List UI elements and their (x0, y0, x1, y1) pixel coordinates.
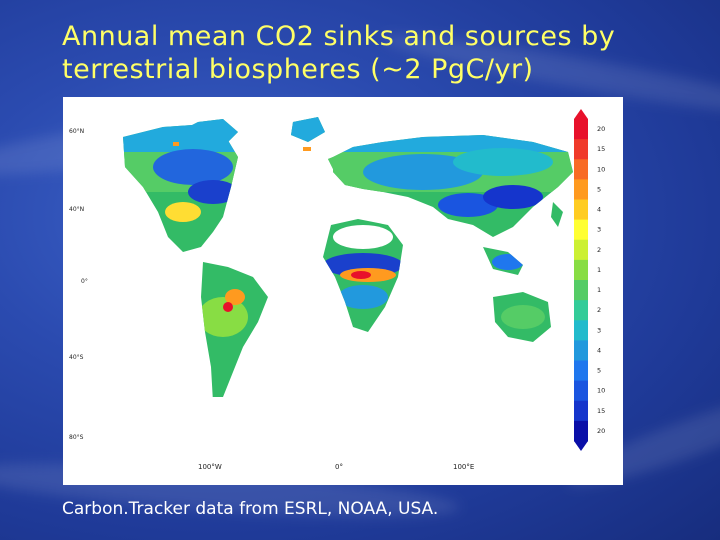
lat-labels: 60°N 40°N 0° 40°S 80°S (69, 128, 88, 441)
colorbar-swatch (574, 280, 588, 301)
colorbar-swatch (574, 420, 588, 442)
world-flux-map: 60°N 40°N 0° 40°S 80°S 100°W 0° 100°E 20… (63, 97, 623, 485)
colorbar-swatch (574, 199, 588, 221)
colorbar-label: 10 (597, 387, 605, 395)
colorbar-label: 1 (597, 286, 601, 294)
colorbar-labels: 20 15 10 5 4 3 2 1 1 2 3 4 5 10 15 20 (597, 125, 605, 435)
colorbar-label: 15 (597, 407, 605, 415)
lat-label-40s: 40°S (69, 354, 84, 361)
colorbar-swatch (574, 300, 588, 321)
colorbar-label: 10 (597, 165, 605, 173)
title-line-2: terrestrial biospheres (~2 PgC/yr) (62, 54, 534, 85)
colorbar-swatch (574, 259, 588, 281)
colorbar-label: 5 (597, 185, 601, 193)
colorbar-end (574, 441, 588, 451)
lon-label-100w: 100°W (198, 463, 222, 471)
map-figure: 60°N 40°N 0° 40°S 80°S 100°W 0° 100°E 20… (63, 97, 623, 485)
colorbar-label: 2 (597, 306, 601, 314)
colorbar-label: 2 (597, 246, 601, 254)
lon-labels: 100°W 0° 100°E (198, 463, 474, 471)
colorbar-label: 3 (597, 226, 601, 234)
lon-label-100e: 100°E (453, 463, 474, 471)
lon-label-0: 0° (335, 463, 343, 471)
colorbar-swatch (574, 139, 588, 160)
colorbar-swatch (574, 360, 588, 382)
colorbar-swatch (574, 159, 588, 180)
colorbar (574, 109, 588, 451)
colorbar-label: 20 (597, 427, 605, 435)
colorbar-label: 15 (597, 145, 605, 153)
lat-label-40n: 40°N (69, 206, 84, 213)
source-caption: Carbon.Tracker data from ESRL, NOAA, USA… (62, 499, 439, 519)
colorbar-swatch (574, 179, 588, 200)
slide-title: Annual mean CO2 sinks and sources by ter… (62, 20, 702, 86)
colorbar-label: 4 (597, 346, 601, 354)
colorbar-label: 3 (597, 326, 601, 334)
colorbar-label: 20 (597, 125, 605, 133)
title-line-1: Annual mean CO2 sinks and sources by (62, 21, 616, 52)
colorbar-label: 1 (597, 266, 601, 274)
colorbar-end (574, 109, 588, 119)
lat-label-0: 0° (81, 278, 88, 285)
lat-label-60n: 60°N (69, 128, 84, 135)
colorbar-swatch (574, 219, 588, 241)
colorbar-label: 4 (597, 206, 601, 214)
colorbar-swatch (574, 239, 588, 261)
colorbar-label: 5 (597, 367, 601, 375)
colorbar-swatch (574, 119, 588, 140)
colorbar-swatch (574, 320, 588, 341)
colorbar-swatch (574, 340, 588, 361)
lat-label-80s: 80°S (69, 434, 84, 441)
colorbar-swatch (574, 380, 588, 402)
colorbar-swatch (574, 400, 588, 422)
